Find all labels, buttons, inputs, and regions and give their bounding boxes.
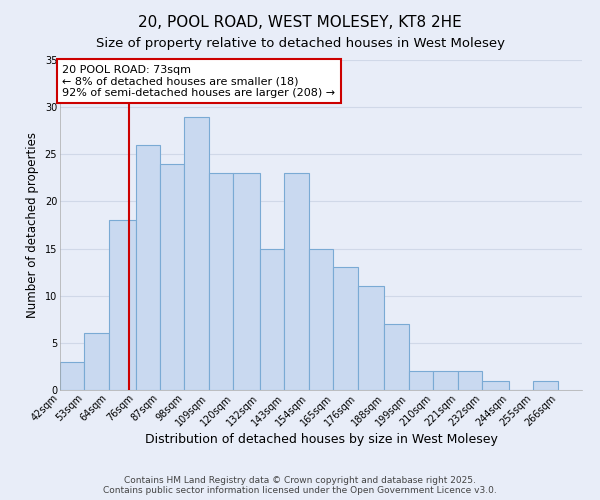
Text: 20 POOL ROAD: 73sqm
← 8% of detached houses are smaller (18)
92% of semi-detache: 20 POOL ROAD: 73sqm ← 8% of detached hou…	[62, 64, 335, 98]
Bar	[60, 362, 85, 390]
Bar	[85, 334, 109, 390]
Bar	[136, 145, 160, 390]
Bar	[184, 116, 209, 390]
Bar	[333, 268, 358, 390]
Bar	[260, 248, 284, 390]
Bar	[482, 380, 509, 390]
X-axis label: Distribution of detached houses by size in West Molesey: Distribution of detached houses by size …	[145, 434, 497, 446]
Bar	[209, 173, 233, 390]
Text: Size of property relative to detached houses in West Molesey: Size of property relative to detached ho…	[95, 38, 505, 51]
Bar	[160, 164, 184, 390]
Bar	[109, 220, 136, 390]
Text: Contains HM Land Registry data © Crown copyright and database right 2025.
Contai: Contains HM Land Registry data © Crown c…	[103, 476, 497, 495]
Bar	[233, 173, 260, 390]
Text: 20, POOL ROAD, WEST MOLESEY, KT8 2HE: 20, POOL ROAD, WEST MOLESEY, KT8 2HE	[138, 15, 462, 30]
Bar	[433, 371, 458, 390]
Bar	[309, 248, 333, 390]
Bar	[409, 371, 433, 390]
Bar	[385, 324, 409, 390]
Bar	[533, 380, 557, 390]
Bar	[458, 371, 482, 390]
Bar	[358, 286, 385, 390]
Bar	[284, 173, 309, 390]
Y-axis label: Number of detached properties: Number of detached properties	[26, 132, 39, 318]
